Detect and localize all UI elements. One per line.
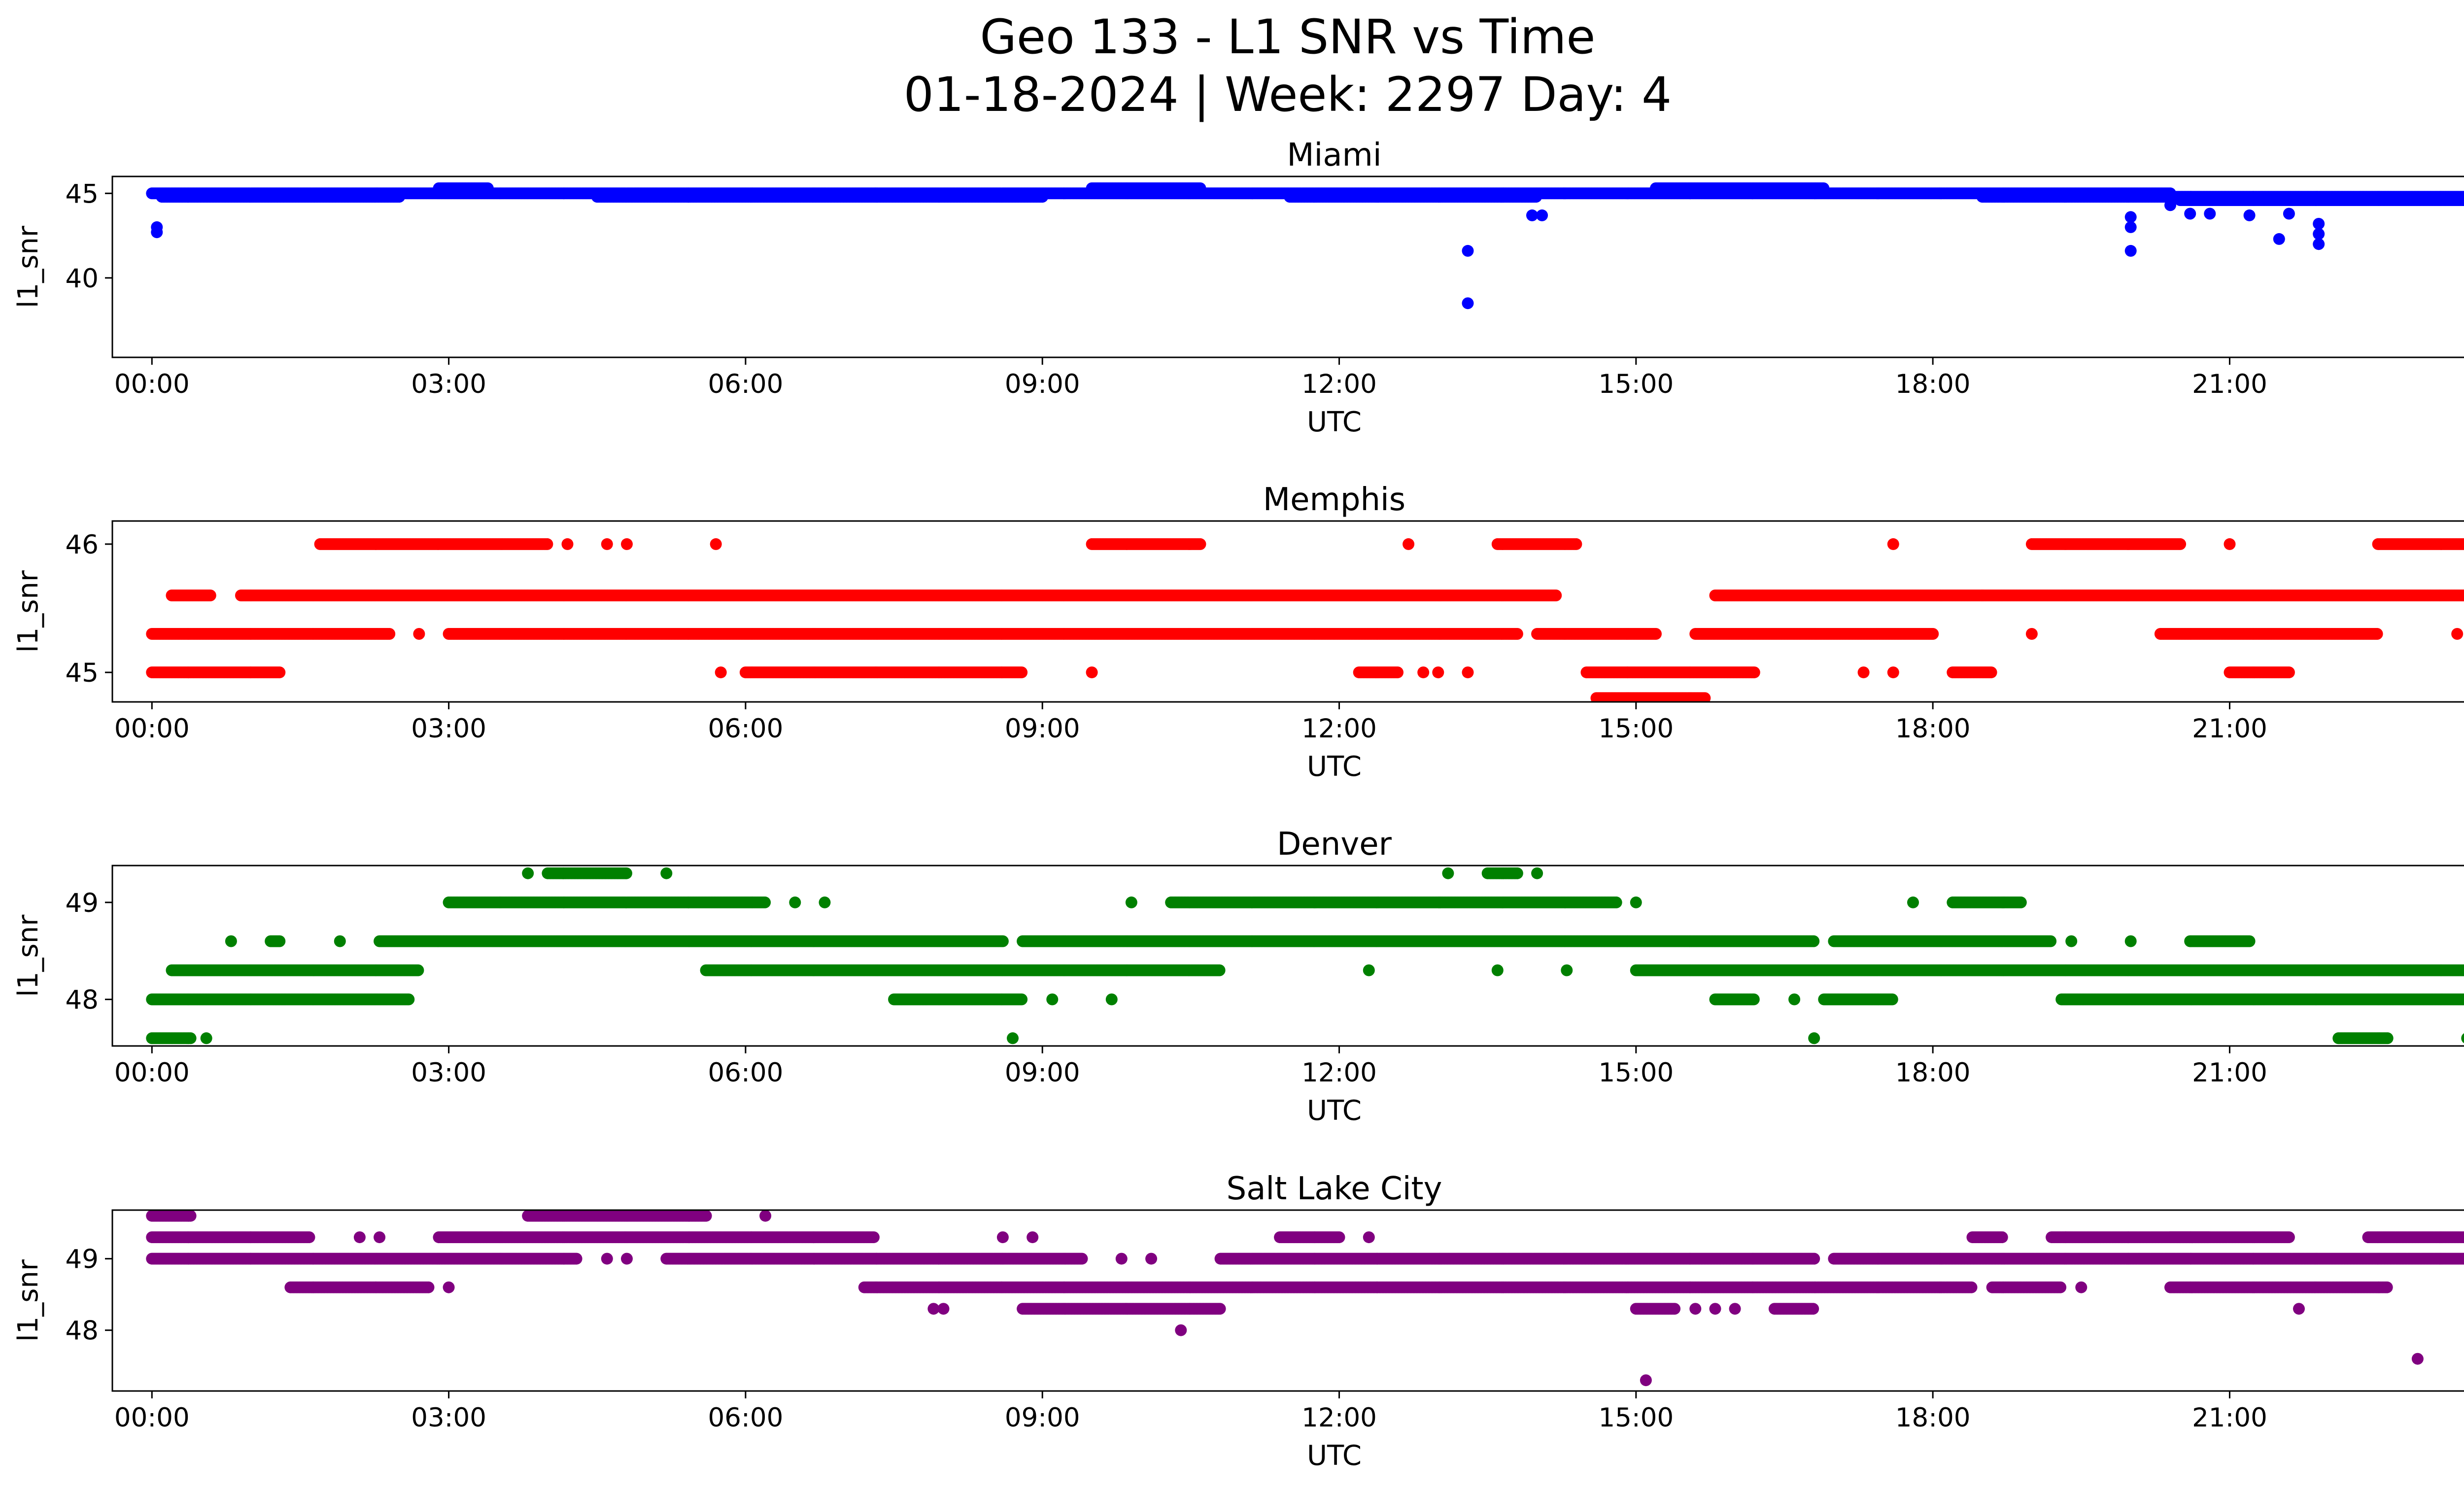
x-tick-label: 03:00 [411, 369, 486, 399]
y-tick-label: 40 [66, 264, 99, 294]
x-tick-label: 18:00 [1895, 369, 1971, 399]
x-tick-label: 00:00 [114, 369, 190, 399]
data-point [2462, 196, 2464, 205]
data-point [2313, 218, 2325, 230]
data-point [2124, 244, 2137, 257]
y-axis-label: l1_snr [12, 225, 44, 308]
data-point [1530, 191, 1542, 203]
chart-panels: Miami 00:00 03:00 06:00 09:00 12:00 15:00 18:00… [12, 137, 2464, 1472]
data-point [1194, 182, 1206, 194]
data-point [2124, 221, 2137, 233]
data-point [2243, 209, 2256, 221]
data-point [1526, 209, 1538, 221]
data-point [1462, 244, 1474, 257]
data-point [541, 538, 553, 550]
data-point [1817, 182, 1830, 194]
data-point [2184, 208, 2196, 220]
data-point [2283, 208, 2295, 220]
data-point [1570, 538, 1582, 550]
data-point [2164, 199, 2176, 211]
figure-title-line-2: 01-18-2024 | Week: 2297 Day: 4 [904, 67, 1672, 123]
x-tick-label: 21:00 [2192, 369, 2267, 399]
data-point [1550, 590, 1562, 601]
x-tick-label: 15:00 [1598, 369, 1674, 399]
scatter-series [146, 182, 2464, 310]
data-point [1036, 191, 1049, 203]
data-point [2174, 538, 2187, 550]
data-point [393, 191, 406, 203]
data-point [2124, 211, 2137, 223]
y-tick-label: 45 [66, 179, 99, 209]
data-point [383, 628, 396, 640]
panel-title: Miami [1287, 137, 1381, 174]
data-point [1194, 538, 1206, 550]
x-tick-label: 12:00 [1301, 369, 1377, 399]
data-point [204, 590, 216, 601]
data-point [2313, 238, 2325, 250]
plot-frame [111, 175, 2464, 358]
data-point [2463, 540, 2464, 548]
panel-title: Memphis [1263, 482, 1405, 518]
x-tick-label: 09:00 [1005, 369, 1080, 399]
data-point [2273, 233, 2285, 245]
data-point [481, 182, 494, 194]
data-point [151, 221, 163, 233]
panel-0: Miami 00:00 03:00 06:00 09:00 12:00 15:00 18:00… [12, 137, 2464, 438]
figure-title-line-1: Geo 133 - L1 SNR vs Time [980, 9, 1596, 65]
x-axis-label: UTC [1307, 406, 1362, 438]
data-point [1536, 209, 1548, 221]
data-point [2313, 228, 2325, 240]
data-point [1462, 297, 1474, 310]
x-tick-label: 06:00 [708, 369, 784, 399]
data-point [2204, 208, 2216, 220]
scatter-series [146, 538, 2464, 702]
